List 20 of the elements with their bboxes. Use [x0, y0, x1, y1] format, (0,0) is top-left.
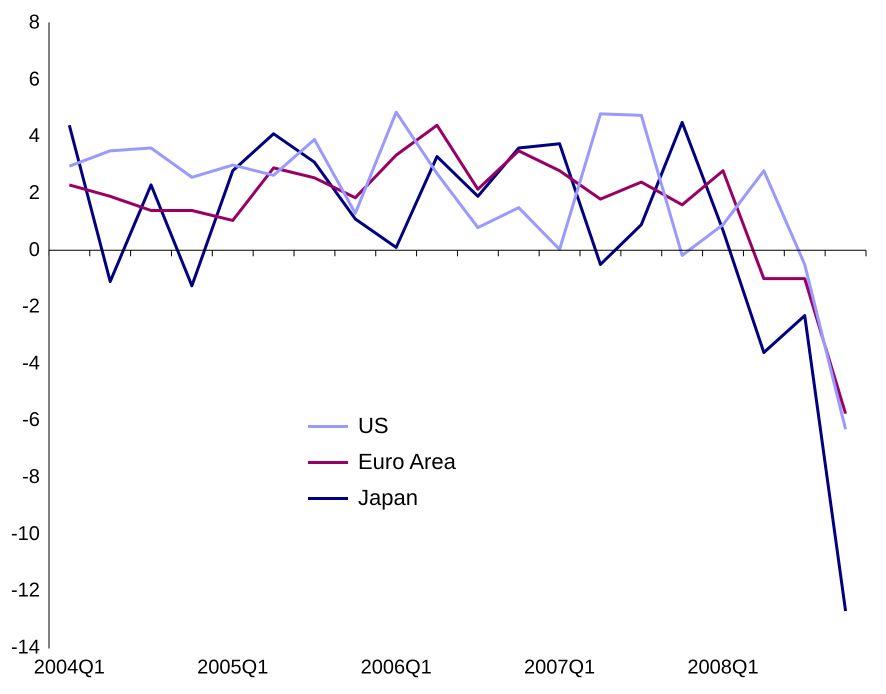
y-tick-label: 4	[28, 125, 40, 148]
y-tick-label: 6	[28, 68, 40, 90]
legend-label: Japan	[358, 485, 418, 511]
x-tick-label: 2008Q1	[687, 656, 759, 679]
x-tick-label: 2005Q1	[197, 656, 268, 679]
y-tick-label: -6	[22, 409, 40, 432]
y-tick-label: -4	[22, 352, 40, 374]
y-tick-label: 0	[28, 238, 40, 261]
y-tick-label: -10	[11, 522, 40, 545]
y-tick-label: -2	[22, 296, 40, 318]
legend-label: Euro Area	[358, 449, 456, 475]
y-tick-label: -8	[22, 466, 40, 488]
x-tick-label: 2004Q1	[34, 656, 105, 679]
y-tick-label: -14	[11, 636, 40, 659]
x-tick-label: 2006Q1	[360, 656, 432, 679]
x-tick-label: 2007Q1	[524, 656, 596, 679]
y-tick-label: -12	[11, 580, 40, 602]
y-tick-label: 8	[28, 12, 40, 34]
y-tick-label: 2	[28, 182, 40, 204]
legend-label: US	[358, 413, 389, 439]
